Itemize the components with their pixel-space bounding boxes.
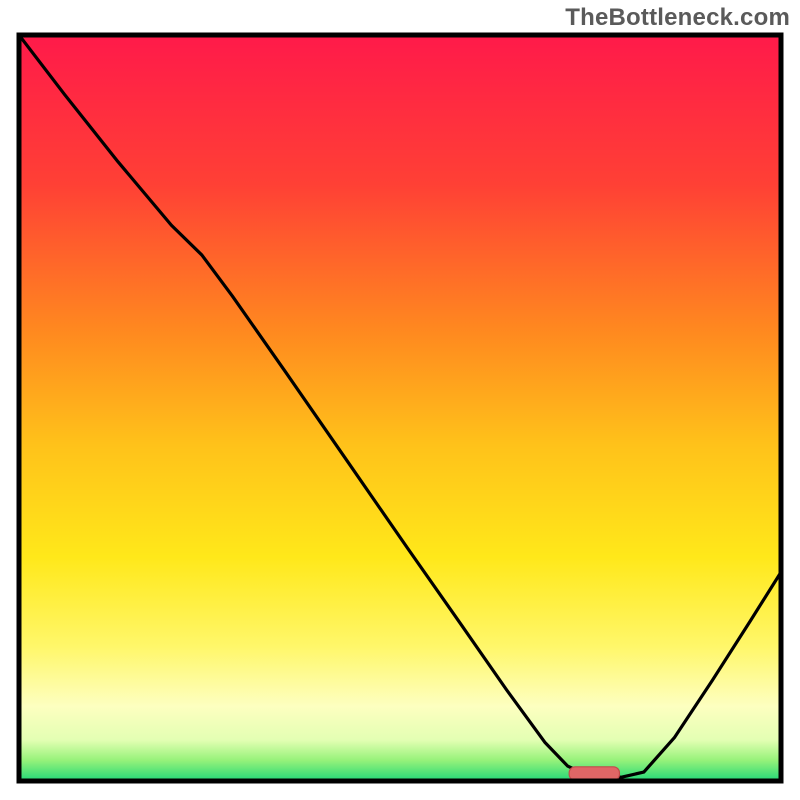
chart-svg	[0, 0, 800, 800]
watermark-label: TheBottleneck.com	[565, 4, 790, 32]
bottleneck-chart: TheBottleneck.com	[0, 0, 800, 800]
chart-background	[19, 35, 781, 781]
optimal-marker	[569, 767, 619, 780]
